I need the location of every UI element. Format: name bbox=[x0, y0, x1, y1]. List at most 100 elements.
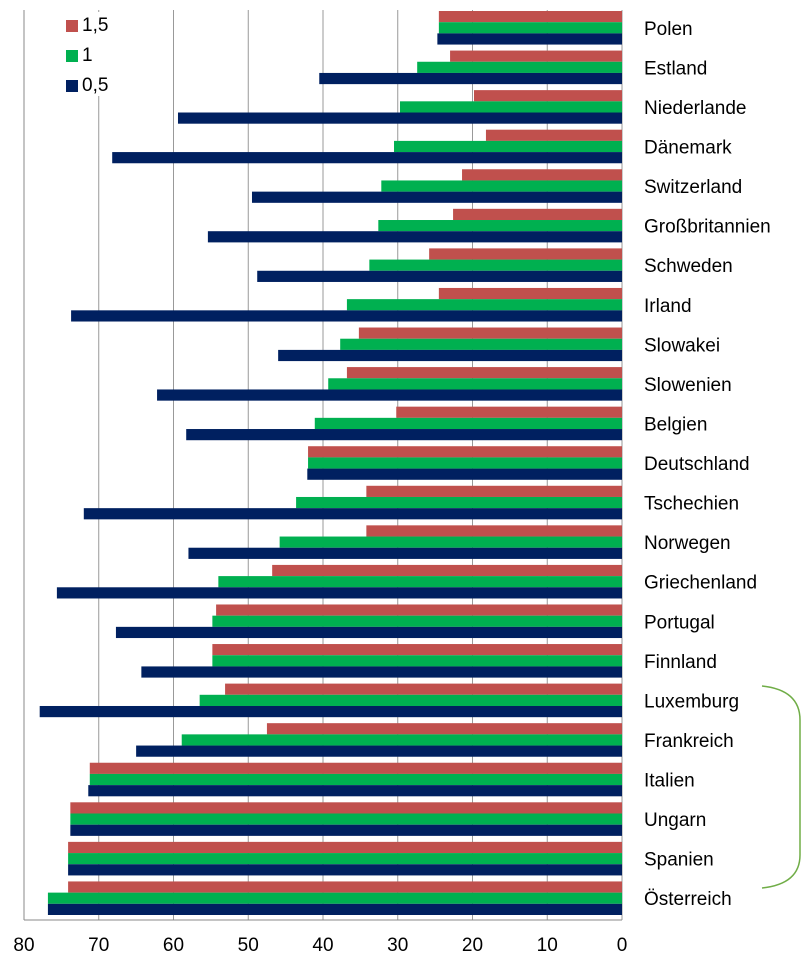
x-tick-label: 80 bbox=[13, 935, 34, 956]
bar bbox=[473, 90, 622, 102]
bar bbox=[307, 468, 622, 480]
y-tick-label: Polen bbox=[644, 19, 693, 40]
y-tick-label: Italien bbox=[644, 771, 695, 792]
bar bbox=[88, 785, 622, 797]
legend-swatch bbox=[66, 50, 78, 62]
bar bbox=[141, 666, 623, 678]
bar bbox=[438, 11, 622, 23]
legend-swatch bbox=[66, 80, 78, 92]
bar bbox=[71, 310, 622, 322]
bar bbox=[68, 864, 623, 876]
bar bbox=[381, 180, 622, 192]
bar bbox=[39, 705, 622, 718]
bar bbox=[485, 129, 622, 141]
y-tick-label: Tschechien bbox=[644, 494, 739, 515]
y-tick-label: Luxemburg bbox=[644, 691, 739, 712]
bar bbox=[70, 824, 623, 836]
y-tick-label: Norwegen bbox=[644, 533, 731, 554]
bar bbox=[188, 547, 622, 559]
bar bbox=[68, 841, 623, 854]
bar bbox=[136, 745, 622, 757]
legend-label: 1,5 bbox=[82, 15, 108, 36]
bar bbox=[366, 525, 622, 537]
bar bbox=[278, 349, 622, 362]
y-tick-label: Spanien bbox=[644, 850, 714, 871]
bar bbox=[199, 694, 622, 706]
y-tick-label: Großbritannien bbox=[644, 217, 771, 238]
bar bbox=[346, 367, 622, 379]
bar bbox=[207, 231, 622, 243]
legend-label: 1 bbox=[82, 45, 93, 66]
legend-label: 0,5 bbox=[82, 75, 108, 96]
bar bbox=[47, 892, 623, 904]
y-tick-label: Schweden bbox=[644, 256, 733, 277]
bar bbox=[251, 191, 623, 203]
bar bbox=[358, 327, 622, 339]
bar bbox=[308, 457, 622, 469]
x-tick-label: 50 bbox=[238, 935, 259, 956]
y-tick-label: Slowenien bbox=[644, 375, 732, 396]
bar bbox=[319, 72, 622, 85]
bar bbox=[399, 101, 622, 113]
bar bbox=[83, 508, 623, 520]
bar bbox=[296, 496, 622, 509]
bar bbox=[89, 762, 622, 774]
y-tick-label: Estland bbox=[644, 58, 707, 79]
bar bbox=[70, 802, 623, 814]
bar bbox=[279, 536, 622, 548]
y-tick-label: Frankreich bbox=[644, 731, 734, 752]
bar bbox=[157, 389, 622, 401]
y-tick-label: Finnland bbox=[644, 652, 717, 673]
bar bbox=[308, 446, 622, 458]
bar bbox=[417, 61, 622, 73]
y-tick-label: Österreich bbox=[644, 889, 732, 910]
x-tick-label: 30 bbox=[387, 935, 408, 956]
bar bbox=[112, 152, 622, 164]
bar bbox=[429, 248, 622, 260]
bar bbox=[56, 587, 622, 599]
bar bbox=[369, 259, 622, 271]
bar bbox=[450, 50, 622, 62]
bar bbox=[438, 287, 622, 300]
bar bbox=[437, 33, 622, 45]
y-tick-label: Deutschland bbox=[644, 454, 750, 475]
bar bbox=[346, 299, 622, 311]
y-tick-label: Dänemark bbox=[644, 137, 732, 158]
bar bbox=[378, 220, 622, 232]
bar bbox=[438, 22, 622, 34]
bar bbox=[394, 140, 622, 153]
bar bbox=[272, 564, 622, 577]
x-tick-label: 10 bbox=[537, 935, 558, 956]
bar bbox=[89, 773, 622, 786]
bar bbox=[212, 644, 622, 656]
bar bbox=[212, 615, 622, 627]
bar bbox=[177, 112, 623, 124]
bar bbox=[212, 655, 622, 667]
bar bbox=[47, 903, 623, 915]
legend-swatch bbox=[66, 20, 78, 32]
bar bbox=[68, 881, 623, 893]
bar bbox=[186, 429, 622, 441]
bar bbox=[68, 853, 623, 865]
bar bbox=[225, 683, 622, 695]
bar bbox=[266, 723, 622, 735]
bar bbox=[115, 626, 622, 639]
bar bbox=[366, 485, 622, 497]
bar bbox=[453, 208, 622, 221]
y-tick-label: Irland bbox=[644, 296, 692, 317]
bar bbox=[462, 169, 622, 181]
x-tick-label: 40 bbox=[312, 935, 333, 956]
x-tick-label: 20 bbox=[462, 935, 483, 956]
x-tick-label: 60 bbox=[163, 935, 184, 956]
bar bbox=[70, 813, 623, 825]
y-tick-label: Switzerland bbox=[644, 177, 742, 198]
y-tick-label: Belgien bbox=[644, 414, 707, 435]
y-tick-label: Portugal bbox=[644, 612, 715, 633]
bracket bbox=[761, 685, 801, 889]
bar bbox=[340, 338, 622, 350]
x-tick-label: 0 bbox=[617, 935, 628, 956]
y-tick-label: Niederlande bbox=[644, 98, 746, 119]
bar bbox=[218, 576, 622, 588]
